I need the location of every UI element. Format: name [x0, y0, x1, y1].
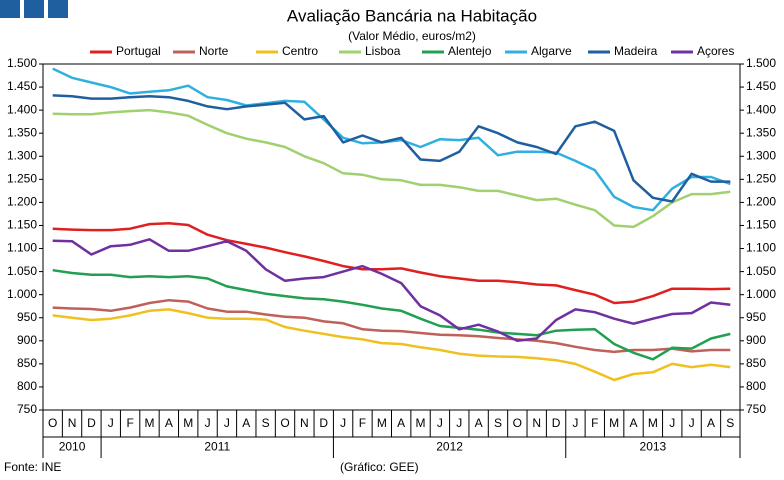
series-line — [52, 108, 731, 229]
year-label: 2010 — [59, 440, 86, 454]
x-tick-label: J — [689, 416, 695, 430]
y2-tick-label: 1.200 — [746, 195, 776, 209]
x-tick-label: N — [300, 416, 309, 430]
x-tick-label: J — [437, 416, 443, 430]
legend-label: Lisboa — [365, 44, 401, 58]
x-tick-label: O — [280, 416, 289, 430]
y-tick-label: 1.150 — [7, 218, 37, 232]
y2-tick-label: 850 — [746, 356, 766, 370]
y-tick-label: 1.000 — [7, 287, 37, 301]
x-tick-label: D — [552, 416, 561, 430]
x-tick-label: D — [319, 416, 328, 430]
y-tick-label: 800 — [17, 379, 37, 393]
x-tick-label: A — [630, 416, 638, 430]
x-tick-label: S — [262, 416, 270, 430]
legend-label: Portugal — [116, 44, 161, 58]
x-tick-label: F — [126, 416, 133, 430]
x-tick-label: J — [108, 416, 114, 430]
y-tick-label: 1.300 — [7, 148, 37, 162]
x-tick-label: M — [416, 416, 426, 430]
y-tick-label: 850 — [17, 356, 37, 370]
logo-square — [48, 0, 68, 18]
x-tick-label: N — [532, 416, 541, 430]
y-tick-label: 950 — [17, 310, 37, 324]
y2-tick-label: 1.250 — [746, 172, 776, 186]
x-tick-label: A — [165, 416, 173, 430]
x-tick-label: A — [475, 416, 483, 430]
x-tick-label: F — [359, 416, 366, 430]
x-tick-label: J — [456, 416, 462, 430]
series-line — [52, 308, 731, 382]
chart-subtitle: (Valor Médio, euros/m2) — [348, 29, 476, 43]
x-tick-label: M — [609, 416, 619, 430]
x-tick-label: F — [591, 416, 598, 430]
y-tick-label: 1.450 — [7, 79, 37, 93]
chart-title: Avaliação Bancária na Habitação — [287, 6, 537, 25]
x-tick-label: S — [726, 416, 734, 430]
y-tick-label: 1.500 — [7, 56, 37, 70]
year-label: 2012 — [436, 440, 463, 454]
legend-label: Norte — [199, 44, 229, 58]
y-tick-label: 900 — [17, 333, 37, 347]
y2-tick-label: 900 — [746, 333, 766, 347]
y-tick-label: 1.350 — [7, 125, 37, 139]
series-line — [52, 238, 731, 343]
x-tick-label: S — [494, 416, 502, 430]
y-tick-label: 1.050 — [7, 264, 37, 278]
logo-square — [24, 0, 44, 18]
y2-tick-label: 1.400 — [746, 102, 776, 116]
x-tick-label: J — [224, 416, 230, 430]
x-tick-label: A — [397, 416, 405, 430]
x-tick-label: A — [707, 416, 715, 430]
y2-tick-label: 1.500 — [746, 56, 776, 70]
y2-tick-label: 750 — [746, 402, 766, 416]
y2-tick-label: 1.100 — [746, 241, 776, 255]
y2-tick-label: 950 — [746, 310, 766, 324]
x-tick-label: J — [340, 416, 346, 430]
legend-label: Algarve — [531, 44, 572, 58]
legend-label: Alentejo — [448, 44, 492, 58]
legend-label: Açores — [697, 44, 734, 58]
x-tick-label: M — [144, 416, 154, 430]
y2-tick-label: 1.000 — [746, 287, 776, 301]
logo-square — [0, 0, 20, 18]
x-tick-label: O — [48, 416, 57, 430]
y2-tick-label: 1.300 — [746, 148, 776, 162]
y-tick-label: 750 — [17, 402, 37, 416]
source: Fonte: INE — [4, 460, 61, 474]
legend-label: Centro — [282, 44, 318, 58]
y2-tick-label: 1.050 — [746, 264, 776, 278]
x-tick-label: N — [68, 416, 77, 430]
series-line — [52, 221, 731, 305]
series-line — [52, 268, 731, 361]
x-tick-label: J — [669, 416, 675, 430]
y-tick-label: 1.200 — [7, 195, 37, 209]
x-tick-label: J — [205, 416, 211, 430]
x-tick-label: M — [648, 416, 658, 430]
y2-tick-label: 1.350 — [746, 125, 776, 139]
credit: (Gráfico: GEE) — [340, 460, 419, 474]
y2-tick-label: 800 — [746, 379, 766, 393]
x-tick-label: O — [513, 416, 522, 430]
year-label: 2013 — [640, 440, 667, 454]
y-tick-label: 1.100 — [7, 241, 37, 255]
x-tick-label: A — [242, 416, 250, 430]
plot-frame — [42, 63, 741, 411]
x-tick-label: D — [87, 416, 96, 430]
y2-tick-label: 1.450 — [746, 79, 776, 93]
y-tick-label: 1.250 — [7, 172, 37, 186]
x-tick-label: M — [377, 416, 387, 430]
x-tick-label: M — [183, 416, 193, 430]
y-tick-label: 1.400 — [7, 102, 37, 116]
series-line — [52, 298, 731, 354]
x-tick-label: J — [572, 416, 578, 430]
y2-tick-label: 1.150 — [746, 218, 776, 232]
year-label: 2011 — [204, 440, 230, 454]
series-line — [52, 94, 731, 203]
legend-label: Madeira — [614, 44, 658, 58]
